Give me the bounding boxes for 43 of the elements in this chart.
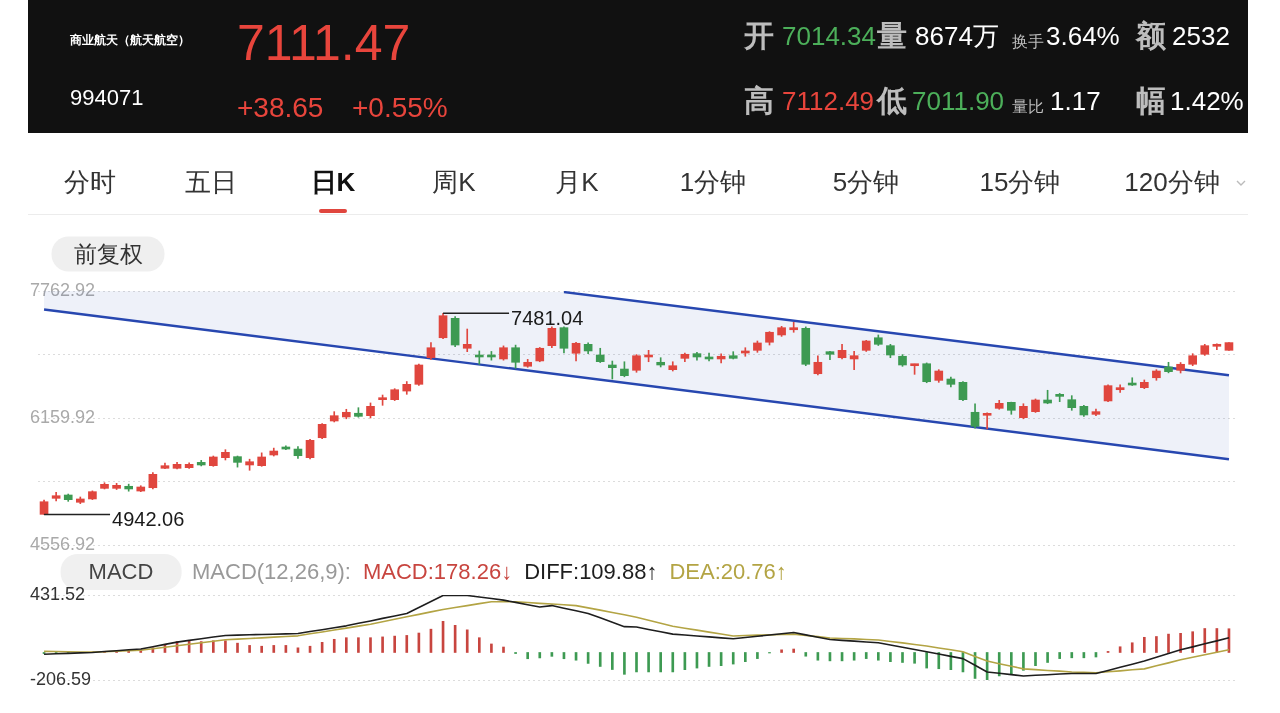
chart-subtitle: MACD(12,26,9): bbox=[192, 559, 351, 584]
text: 幅 bbox=[1136, 84, 1166, 117]
y-tick-label: 6159.92 bbox=[30, 406, 96, 427]
annotation: 7481.04 bbox=[511, 306, 584, 329]
text: 低 bbox=[877, 84, 907, 117]
text: 120分钟 bbox=[1124, 167, 1220, 197]
text: +0.55% bbox=[352, 92, 448, 123]
chart-title: MACD bbox=[88, 559, 154, 584]
y-tick-label: 7762.92 bbox=[30, 279, 96, 300]
y-tick-label: -206.59 bbox=[30, 668, 92, 689]
text: 量 bbox=[877, 19, 907, 52]
text: 8674万 bbox=[915, 21, 999, 51]
text: 1.17 bbox=[1050, 86, 1101, 116]
text: 1.42% bbox=[1170, 86, 1244, 116]
text: +38.65 bbox=[237, 92, 324, 123]
text: 额 bbox=[1136, 19, 1166, 52]
text: 五日 bbox=[185, 167, 237, 197]
text: 7014.34 bbox=[782, 21, 876, 51]
text: 分时 bbox=[64, 167, 116, 197]
y-tick-label: 4556.92 bbox=[30, 533, 96, 554]
text: 2532 bbox=[1172, 21, 1230, 51]
text: 7111.47 bbox=[237, 15, 411, 71]
y-tick-label: 431.52 bbox=[30, 583, 86, 604]
series-label: DEA:20.76↑ bbox=[669, 559, 787, 584]
text: 7011.90 bbox=[912, 86, 1005, 116]
text: 3.64% bbox=[1046, 21, 1120, 51]
text: 日K bbox=[310, 167, 356, 197]
text: 商业航天（航天航空） bbox=[70, 33, 190, 47]
text: 高 bbox=[744, 84, 774, 117]
text: 开 bbox=[744, 19, 774, 52]
text: 7112.49 bbox=[782, 86, 875, 116]
text: 994071 bbox=[70, 85, 144, 110]
text: 1分钟 bbox=[679, 167, 747, 197]
text: 15分钟 bbox=[979, 167, 1061, 197]
text: 5分钟 bbox=[832, 167, 900, 197]
text: MACD:178.26↓ bbox=[362, 559, 513, 584]
annotation: 4942.06 bbox=[112, 508, 185, 530]
text: 周K bbox=[432, 167, 476, 197]
text: 换手 bbox=[1012, 33, 1044, 50]
text: 前复权 bbox=[51, 236, 165, 272]
series-label: DIFF:109.88↑ bbox=[524, 559, 658, 584]
text: 月K bbox=[555, 167, 599, 197]
text: 量比 bbox=[1012, 98, 1044, 115]
